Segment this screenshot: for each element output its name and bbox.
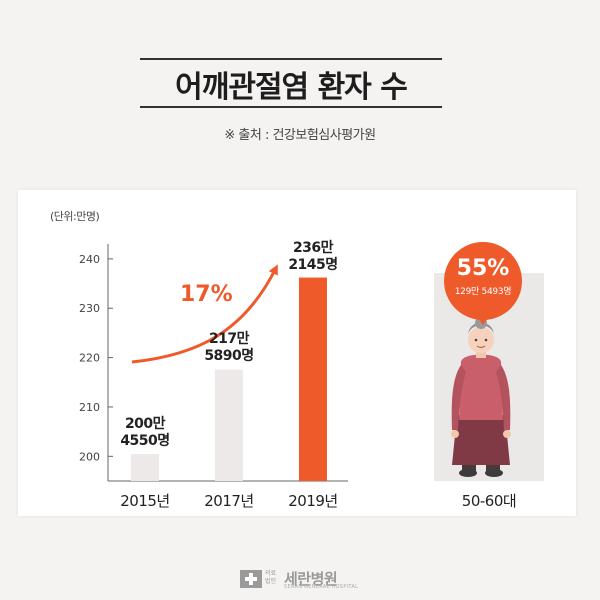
growth-label: 17% — [180, 282, 233, 307]
age-count: 129만 5493명 — [454, 287, 512, 297]
bubble-tail — [477, 316, 489, 325]
source-note: ※ 출처 : 건강보험심사평가원 — [224, 128, 376, 143]
y-tick-label: 240 — [79, 253, 100, 266]
bar-value-line: 200만 — [124, 416, 166, 433]
logo-name: 세란병원 — [284, 570, 338, 588]
bar-value-label: 236만 2145명 — [273, 240, 353, 274]
bar-value-label: 217만 5890명 — [189, 331, 269, 365]
y-tick-label: 230 — [79, 302, 100, 315]
growth-arrow — [131, 264, 278, 364]
y-tick-label: 210 — [79, 401, 100, 414]
logo-english: SERAN GENERAL HOSPITAL — [284, 584, 359, 590]
bar-value-label: 200만 4550명 — [105, 416, 185, 450]
bar-2017년 — [215, 369, 243, 481]
bar-value-line: 4550명 — [120, 433, 170, 450]
y-tick-label: 200 — [79, 450, 100, 463]
title-rule-bottom — [140, 106, 442, 108]
elderly-woman-illustration — [451, 317, 511, 477]
logo-prefix: 의료 법인 — [265, 570, 277, 585]
bar-value-line: 2145명 — [288, 256, 338, 273]
y-tick-label: 220 — [79, 352, 100, 365]
bar-value-line: 5890명 — [204, 348, 254, 365]
cross-icon — [240, 570, 262, 588]
bar-2019년 — [299, 277, 327, 481]
age-group-label: 50-60대 — [461, 492, 517, 510]
x-tick-label: 2017년 — [204, 492, 254, 510]
x-tick-label: 2019년 — [288, 492, 338, 510]
bar-2015년 — [131, 454, 159, 481]
age-percent: 55% — [456, 256, 510, 281]
x-tick-label: 2015년 — [120, 492, 170, 510]
percent-bubble: 55% 129만 5493명 — [444, 242, 522, 320]
bar-value-line: 236만 — [292, 239, 334, 256]
unit-label: (단위:만명) — [50, 210, 100, 223]
bar-value-line: 217만 — [208, 331, 250, 348]
title-rule-top — [140, 58, 442, 60]
page-title: 어깨관절염 환자 수 — [175, 70, 408, 105]
